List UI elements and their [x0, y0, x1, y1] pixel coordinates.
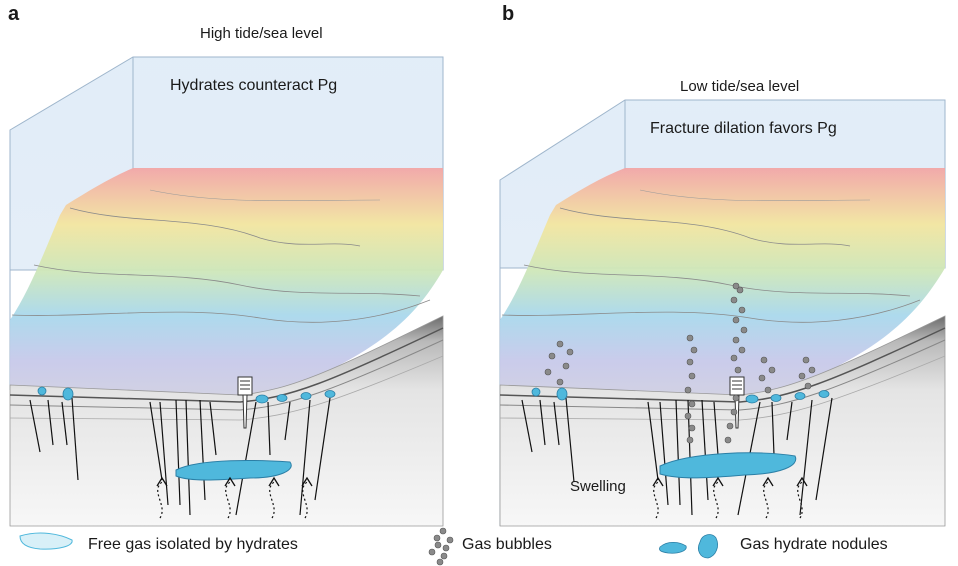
panel-a-seismic-section	[9, 315, 444, 527]
panel-b-seafloor-surface	[500, 168, 945, 395]
panel-a-letter: a	[8, 3, 20, 25]
panel-b-seismic-section	[499, 315, 946, 527]
panel-a-seafloor-surface	[10, 168, 443, 395]
panel-a-box-label: Hydrates counteract Pg	[170, 77, 338, 94]
panel-a-fractures	[29, 397, 331, 516]
legend-free-gas-label: Free gas isolated by hydrates	[88, 536, 298, 553]
legend-gas-bubbles-label: Gas bubbles	[462, 536, 552, 553]
panel-a-free-gas-pocket	[175, 459, 292, 481]
panel-b-level-label: Low tide/sea level	[680, 78, 800, 95]
panel-a-diagram	[9, 56, 444, 527]
panel-b-hydrate-nodules	[531, 387, 830, 404]
panel-b-probe	[729, 376, 745, 429]
panel-b-diagram	[499, 99, 946, 527]
legend-free-gas-icon	[19, 532, 73, 550]
legend-hydrate-nodules-icon	[659, 534, 718, 559]
panel-b-letter: b	[502, 3, 515, 25]
legend-gas-bubbles-icon	[428, 527, 454, 566]
panel-b-free-gas-pocket-swelling	[659, 452, 797, 479]
panel-a-level-label: High tide/sea level	[200, 25, 323, 42]
panel-a-hydrate-nodules	[37, 386, 336, 404]
panel-a-gas-flow-arrows	[157, 481, 308, 519]
panel-a-probe	[237, 376, 253, 429]
panel-b-swelling-label: Swelling	[570, 478, 626, 495]
panel-b-gas-flow-arrows	[653, 481, 803, 519]
legend-hydrate-nodules-label: Gas hydrate nodules	[740, 536, 888, 553]
panel-b-box-label: Fracture dilation favors Pg	[650, 120, 837, 137]
